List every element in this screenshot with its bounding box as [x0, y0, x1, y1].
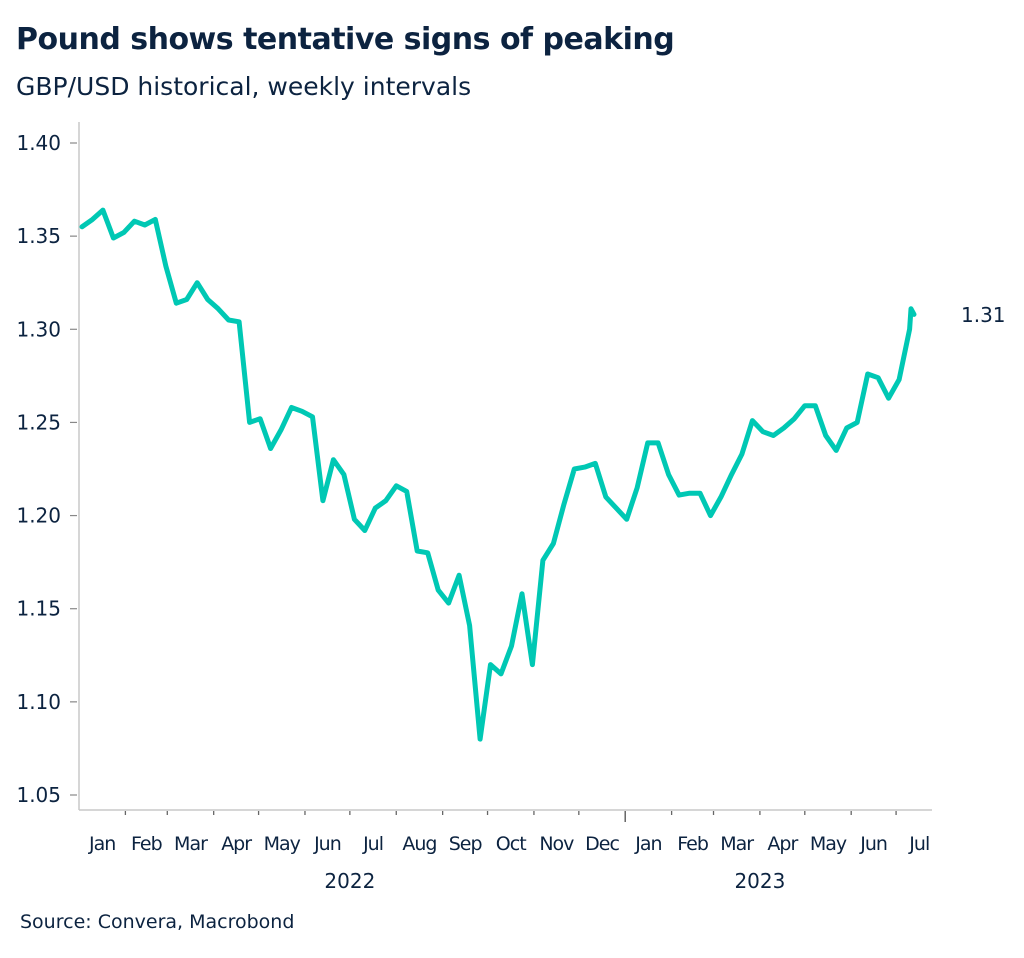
x-year-label: 2022	[324, 869, 375, 893]
x-month-label: Jul	[362, 833, 383, 855]
x-month-label: Mar	[174, 833, 208, 855]
y-tick-label: 1.25	[16, 410, 61, 434]
x-month-label: Apr	[767, 833, 798, 855]
y-tick-label: 1.15	[16, 597, 61, 621]
chart-subtitle: GBP/USD historical, weekly intervals	[16, 72, 472, 101]
y-tick-label: 1.20	[16, 504, 61, 528]
y-tick-label: 1.05	[16, 783, 61, 807]
x-month-label: May	[264, 833, 301, 855]
x-year-label: 2023	[734, 869, 785, 893]
x-month-label: Nov	[539, 833, 574, 855]
x-month-label: Apr	[221, 833, 252, 855]
x-month-label: Jun	[859, 833, 887, 855]
source-note: Source: Convera, Macrobond	[20, 911, 295, 933]
x-month-label: Oct	[496, 833, 526, 855]
end-value-label: 1.31	[961, 303, 1006, 327]
gbpusd-series-line	[79, 207, 917, 742]
x-month-label: Feb	[131, 833, 163, 855]
y-tick-label: 1.10	[16, 690, 61, 714]
x-month-label: Jan	[88, 833, 115, 855]
x-month-label: Jul	[908, 833, 929, 855]
x-month-label: Sep	[449, 833, 483, 855]
y-tick-label: 1.30	[16, 317, 61, 341]
chart-title: Pound shows tentative signs of peaking	[16, 22, 675, 57]
x-month-label: Mar	[720, 833, 754, 855]
x-axis-ticks: Jan Feb Mar Apr May Jun Jul Aug Sep Oct Nov Dec Jan F…	[88, 811, 930, 893]
x-month-label: Dec	[585, 833, 619, 855]
x-month-label: Jun	[313, 833, 341, 855]
y-tick-label: 1.35	[16, 224, 61, 248]
x-month-label: May	[810, 833, 847, 855]
x-month-label: Jan	[634, 833, 661, 855]
x-month-label: Aug	[402, 833, 436, 855]
y-axis-ticks: 1.05 1.10 1.15 1.20 1.25 1.30 1.35 1.40	[16, 131, 77, 807]
x-month-label: Feb	[677, 833, 709, 855]
y-tick-label: 1.40	[16, 131, 61, 155]
